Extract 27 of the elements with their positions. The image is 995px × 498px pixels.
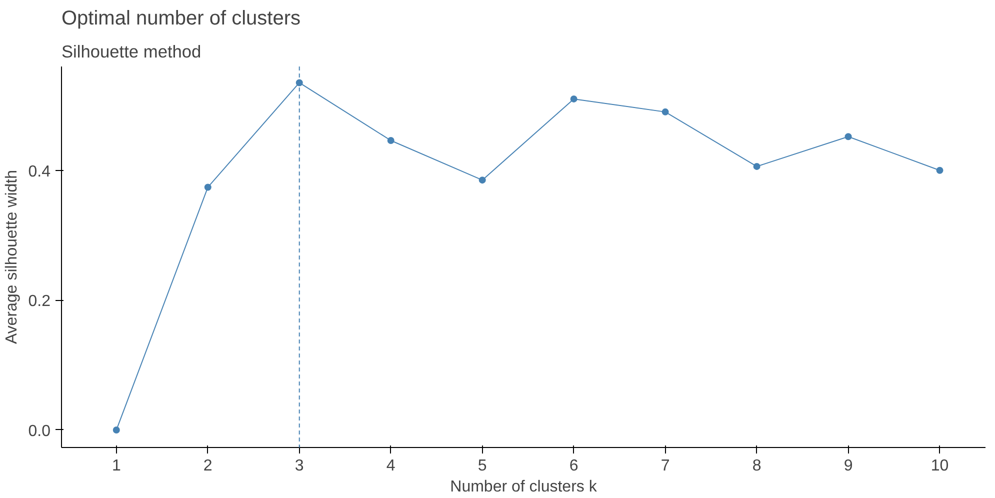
point [936,166,944,174]
point [478,176,486,184]
point [112,426,120,434]
x-tick-label: 4 [386,458,396,474]
point [387,137,394,144]
x-axis-title: Number of clusters k [450,478,598,496]
point [570,95,578,102]
x-tick-label: 7 [660,458,670,474]
chart-title: Optimal number of clusters [62,8,300,30]
x-tick-label: 9 [844,458,853,474]
y-tick-label: 0.0 [28,422,51,440]
y-axis-title: Average silhouette width [3,170,20,344]
x-tick-label: 3 [294,458,304,474]
x-tick-label: 8 [752,458,762,474]
point [753,162,760,170]
x-tick-label: 6 [569,458,578,474]
point [662,108,669,116]
chart-subtitle: Silhouette method [62,42,202,62]
point [844,133,852,140]
x-tick-label: 1 [112,458,121,474]
x-tick-label: 2 [203,458,212,474]
point [204,184,212,191]
x-tick-label: 5 [478,458,487,474]
point [296,79,303,86]
x-tick-label: 10 [930,458,949,474]
y-tick-label: 0.2 [28,293,51,310]
y-tick-label: 0.4 [28,163,51,180]
